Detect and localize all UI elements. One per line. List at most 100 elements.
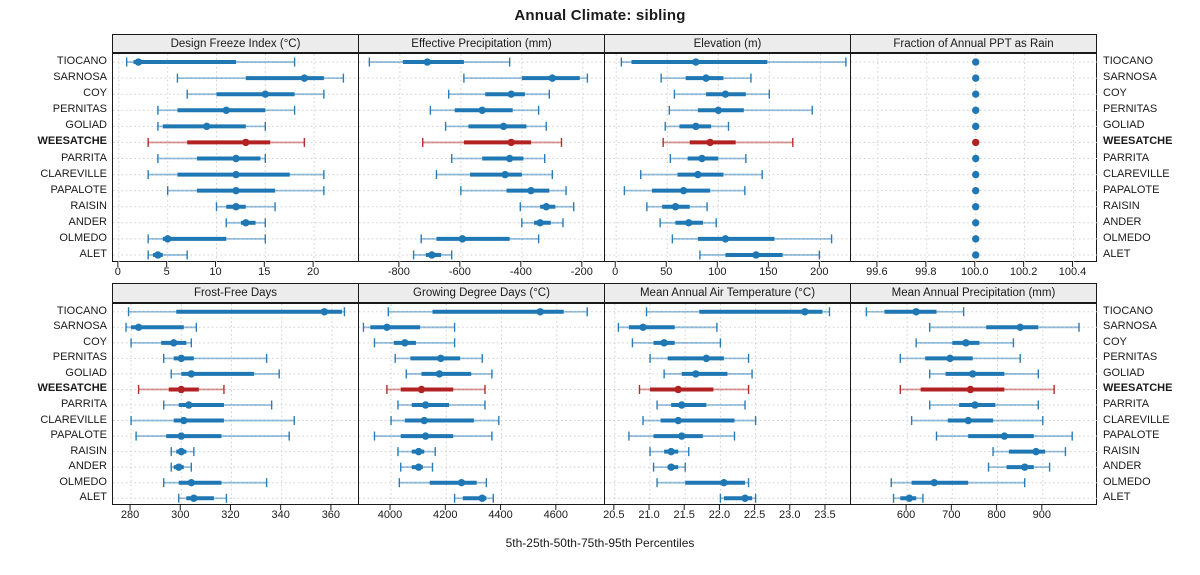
series-sarnosa: [463, 73, 589, 83]
series-clareville: [435, 170, 554, 180]
series-alet: [178, 493, 228, 503]
site-label-right-pernitas: PERNITAS: [1103, 103, 1158, 116]
series-tiocano: [645, 307, 831, 317]
series-weesatche: [422, 137, 563, 147]
series-papalote: [166, 186, 325, 196]
series-goliad: [663, 369, 753, 379]
site-label-right-clareville: CLAREVILLE: [1103, 167, 1170, 180]
axis-tick-label: 50: [660, 266, 673, 278]
panel-header-title: Elevation (m): [604, 34, 851, 53]
gridlines: [605, 304, 852, 506]
axis-tick-label: 10: [209, 266, 222, 278]
site-label-left-sarnosa: SARNOSA: [53, 320, 107, 333]
axis-tick-label: 100.4: [1058, 266, 1087, 278]
series-raisin: [519, 202, 575, 212]
series-coy: [130, 338, 193, 348]
axis-tick-label: 0: [114, 266, 121, 278]
series-tiocano: [127, 307, 346, 317]
series-papalote: [373, 431, 493, 441]
axis-tick-label: 23.0: [779, 509, 801, 521]
series-tiocano: [125, 57, 296, 67]
axis-tick-label: 5: [163, 266, 170, 278]
axis-tick-label: 20.5: [603, 509, 625, 521]
axis-tick-label: 4200: [433, 509, 458, 521]
series-pernitas: [163, 353, 268, 363]
series-clareville: [910, 416, 1044, 426]
site-label-right-clareville: CLAREVILLE: [1103, 413, 1170, 426]
series-clareville: [130, 416, 295, 426]
axis-tick-label: 15: [258, 266, 271, 278]
series-weesatche: [137, 384, 225, 394]
series-alet: [719, 493, 757, 503]
axis-tick-label: 99.8: [915, 266, 937, 278]
panel-header-title: Frost-Free Days: [112, 283, 359, 303]
panel-plot-svg: [113, 304, 360, 506]
site-label-left-parrita: PARRITA: [60, 151, 107, 164]
gridlines: [851, 54, 1098, 263]
panel-header-title: Growing Degree Days (°C): [358, 283, 605, 303]
site-label-left-coy: COY: [83, 335, 107, 348]
site-label-left-clareville: CLAREVILLE: [40, 413, 107, 426]
site-label-left-alet: ALET: [79, 491, 107, 504]
panel-plot: [604, 53, 852, 263]
series-coy: [673, 89, 771, 99]
site-label-left-raisin: RAISIN: [70, 444, 107, 457]
series-goliad: [444, 121, 547, 131]
axis-tick-label: 100: [708, 266, 727, 278]
panel-plot-svg: [113, 54, 360, 263]
series-weesatche: [662, 137, 794, 147]
series-sarnosa: [972, 74, 980, 82]
series-raisin: [397, 447, 436, 457]
site-label-right-parrita: PARRITA: [1103, 151, 1150, 164]
site-label-left-ander: ANDER: [68, 460, 107, 473]
site-label-left-olmedo: OLMEDO: [59, 475, 107, 488]
series-goliad: [157, 121, 267, 131]
series-alet: [453, 493, 494, 503]
series-parrita: [451, 154, 546, 163]
axis-tick-label: 22.5: [743, 509, 766, 521]
series-pernitas: [429, 105, 540, 115]
series-papalote: [628, 431, 736, 441]
series-pernitas: [972, 106, 980, 114]
series-pernitas: [157, 105, 296, 115]
series-parrita: [397, 400, 486, 410]
panel-header-title: Design Freeze Index (°C): [112, 34, 359, 53]
percentiles-caption: 5th-25th-50th-75th-95th Percentiles: [505, 536, 695, 550]
axis-tick-label: 100.0: [960, 266, 989, 278]
site-label-left-pernitas: PERNITAS: [52, 351, 107, 364]
series-parrita: [669, 154, 747, 163]
site-label-left-goliad: GOLIAD: [65, 366, 107, 379]
axis-tick-label: 21.5: [673, 509, 695, 521]
site-label-left-ander: ANDER: [68, 215, 107, 228]
series-raisin: [649, 447, 690, 457]
series-raisin: [992, 447, 1067, 457]
series-clareville: [640, 170, 763, 180]
series-ander: [521, 218, 564, 228]
site-label-right-coy: COY: [1103, 87, 1127, 100]
panel-plot-svg: [359, 304, 606, 506]
series-olmedo: [147, 234, 267, 244]
axis-tick-label: 200: [810, 266, 829, 278]
series-alet: [972, 251, 980, 259]
series-goliad: [405, 369, 493, 379]
panel-plot-svg: [851, 54, 1098, 263]
series-raisin: [170, 447, 195, 457]
site-label-right-raisin: RAISIN: [1103, 444, 1140, 457]
series-ander: [652, 462, 686, 472]
gridlines: [851, 304, 1098, 506]
gridlines: [605, 54, 852, 263]
site-label-right-olmedo: OLMEDO: [1103, 231, 1151, 244]
series-pernitas: [899, 353, 1021, 363]
series-sarnosa: [617, 322, 718, 332]
series-tiocano: [387, 307, 588, 317]
series-papalote: [972, 186, 980, 195]
series-coy: [631, 338, 722, 348]
axis-ticks: [905, 505, 1043, 510]
series-ander: [170, 462, 193, 472]
axis-tick-label: -800: [387, 266, 410, 278]
axis-ticks: [117, 262, 314, 267]
series-olmedo: [972, 235, 980, 243]
series-parrita: [929, 400, 1039, 410]
series-pernitas: [394, 353, 483, 363]
series-pernitas: [668, 105, 813, 115]
